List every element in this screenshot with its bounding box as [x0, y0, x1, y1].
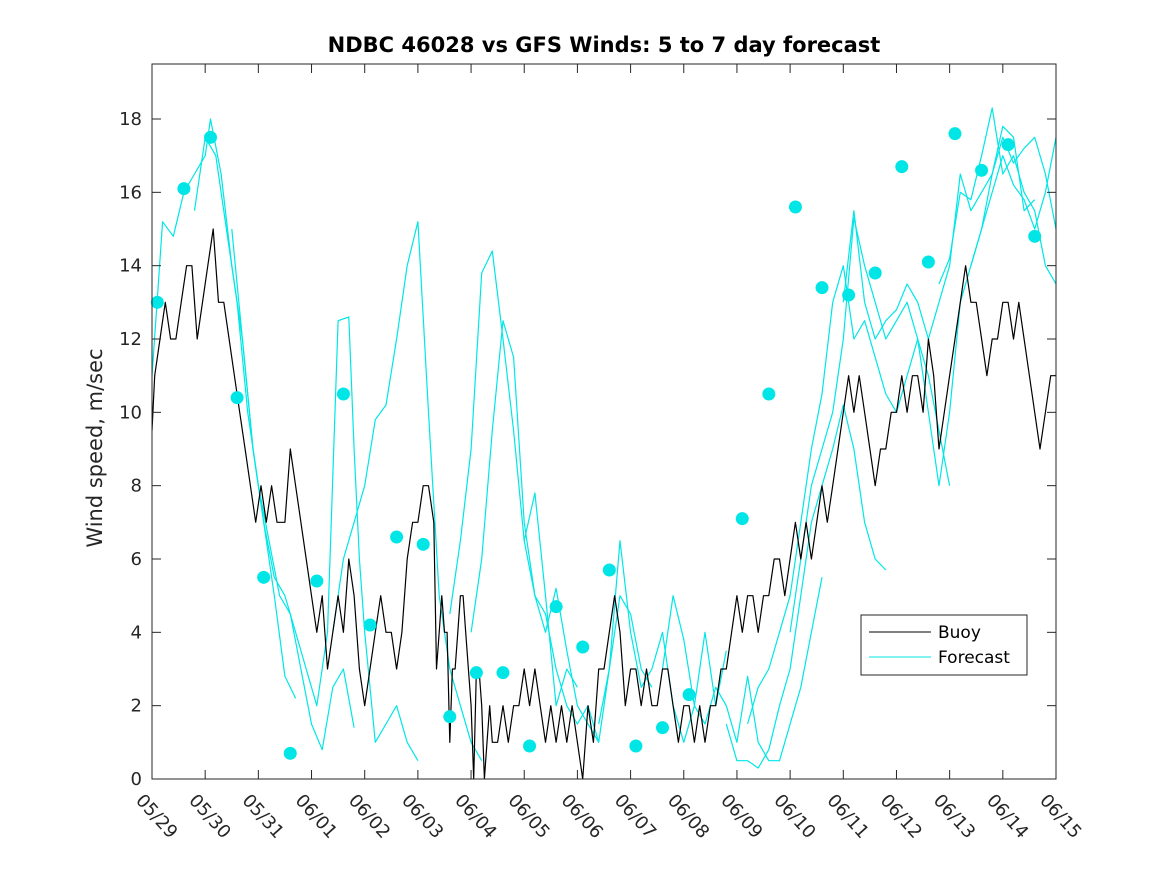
x-axis: 05/29 05/30 05/31 06/01 06/02 06/03 06/04 06/05…: [131, 64, 1086, 843]
forecast-point: [735, 512, 749, 526]
forecast-point: [842, 288, 856, 302]
forecast-point: [310, 574, 324, 588]
x-tick-label: 06/07: [610, 790, 660, 843]
x-tick-label: 06/04: [450, 790, 500, 843]
series-line-forecast: [747, 265, 951, 725]
series-line-forecast: [725, 404, 887, 769]
series-layer: [152, 107, 1056, 779]
forecast-point: [975, 163, 989, 177]
forecast-point: [336, 387, 350, 401]
series-line-forecast: [523, 540, 653, 743]
forecast-point: [868, 266, 882, 280]
x-tick-label: 06/12: [876, 790, 926, 843]
forecast-point: [602, 563, 616, 577]
legend: Buoy Forecast: [860, 614, 1028, 676]
forecast-point: [390, 530, 404, 544]
forecast-point: [948, 127, 962, 141]
forecast-point: [655, 721, 669, 735]
x-tick-label: 06/01: [291, 790, 341, 843]
x-tick-label: 05/29: [131, 790, 181, 843]
x-tick-label: 06/11: [823, 790, 873, 843]
forecast-point: [416, 537, 430, 551]
x-tick-label: 06/15: [1035, 790, 1085, 843]
forecast-point: [629, 739, 643, 753]
forecast-point: [762, 387, 776, 401]
legend-box: [860, 614, 1028, 676]
chart-title: NDBC 46028 vs GFS Winds: 5 to 7 day fore…: [328, 33, 881, 57]
forecast-point: [496, 666, 510, 680]
y-tick-label: 6: [131, 549, 142, 570]
x-tick-label: 06/06: [557, 790, 607, 843]
x-tick-label: 06/10: [769, 790, 819, 843]
series-line-forecast: [789, 192, 993, 633]
forecast-point: [230, 391, 244, 405]
y-tick-label: 0: [131, 769, 142, 790]
y-tick-label: 16: [119, 182, 142, 203]
forecast-point: [443, 710, 457, 724]
series-line-forecast: [991, 136, 1056, 230]
plot-frame: [151, 63, 1057, 780]
forecast-point: [682, 688, 696, 702]
forecast-point: [788, 200, 802, 214]
forecast-point: [523, 739, 537, 753]
forecast-point: [895, 160, 909, 174]
x-tick-label: 05/30: [184, 790, 234, 843]
y-tick-label: 8: [131, 476, 142, 497]
x-tick-label: 06/13: [929, 790, 979, 843]
legend-label-forecast: Forecast: [938, 648, 1010, 668]
forecast-point: [257, 570, 271, 584]
y-tick-label: 10: [119, 402, 142, 423]
series-line-forecast: [231, 228, 419, 762]
x-tick-label: 05/31: [238, 790, 288, 843]
y-tick-label: 12: [119, 329, 142, 350]
series-line-forecast: [193, 136, 355, 751]
forecast-point: [177, 182, 191, 196]
forecast-point: [1001, 138, 1015, 152]
forecast-point: [549, 600, 563, 614]
series-line-forecast: [970, 136, 1056, 266]
forecast-point: [815, 281, 829, 295]
x-tick-label: 06/02: [344, 790, 394, 843]
legend-label-buoy: Buoy: [938, 623, 981, 643]
marker-layer: [150, 127, 1042, 760]
forecast-point: [921, 255, 935, 269]
forecast-point: [469, 666, 483, 680]
y-axis-label: Wind speed, m/sec: [83, 348, 107, 547]
series-line-forecast: [938, 107, 1056, 285]
x-tick-label: 06/14: [982, 790, 1032, 843]
y-tick-label: 14: [119, 256, 142, 277]
x-tick-label: 06/09: [716, 790, 766, 843]
forecast-point: [1028, 229, 1042, 243]
forecast-point: [363, 618, 377, 632]
y-tick-label: 2: [131, 696, 142, 717]
y-tick-label: 4: [131, 622, 142, 643]
series-line-forecast: [661, 577, 823, 762]
series-line-forecast: [470, 320, 600, 743]
forecast-point: [576, 640, 590, 654]
series-line-forecast: [152, 118, 297, 699]
series-line-forecast: [598, 540, 727, 743]
y-tick-label: 18: [119, 109, 142, 130]
series-line-buoy: [152, 228, 1056, 779]
forecast-point: [283, 746, 297, 760]
x-tick-label: 06/05: [504, 790, 554, 843]
x-tick-label: 06/08: [663, 790, 713, 843]
forecast-point: [150, 295, 164, 309]
series-line-forecast: [842, 125, 1036, 340]
series-line-forecast: [449, 250, 578, 707]
y-axis: 0 2 4 6 8 10 12 14 16 18: [119, 109, 1056, 790]
x-tick-label: 06/03: [397, 790, 447, 843]
series-line-forecast: [332, 221, 483, 761]
forecast-point: [203, 130, 217, 144]
